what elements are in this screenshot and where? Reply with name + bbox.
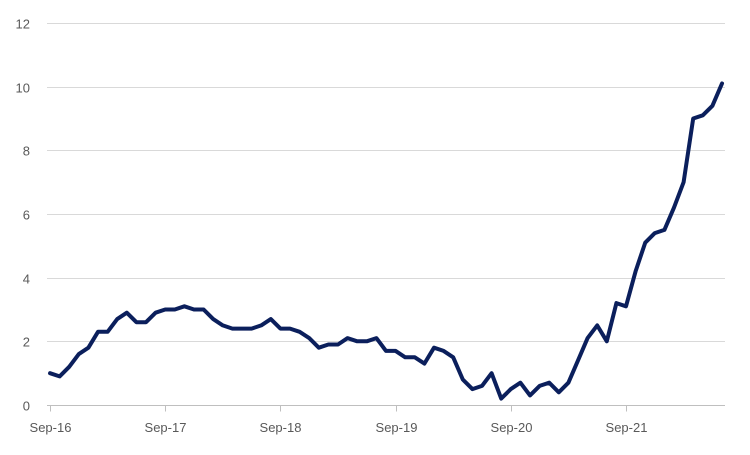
y-tick-label: 6 xyxy=(23,208,30,223)
x-tick-label: Sep-18 xyxy=(260,420,302,435)
y-tick-label: 0 xyxy=(23,399,30,414)
series-line-0 xyxy=(50,84,722,399)
y-tick-label: 8 xyxy=(23,144,30,159)
series-layer xyxy=(50,83,722,398)
gridlines xyxy=(47,24,725,342)
x-tick-label: Sep-19 xyxy=(376,420,418,435)
y-tick-label: 4 xyxy=(23,272,30,287)
x-axis xyxy=(47,406,725,412)
y-tick-label: 12 xyxy=(16,17,30,32)
x-tick-label: Sep-16 xyxy=(30,420,72,435)
x-tick-label: Sep-20 xyxy=(491,420,533,435)
y-tick-label: 10 xyxy=(16,81,30,96)
x-tick-label: Sep-17 xyxy=(145,420,187,435)
y-tick-label: 2 xyxy=(23,335,30,350)
x-axis-tick-labels: Sep-16 Sep-17 Sep-18 Sep-19 Sep-20 Sep-21 xyxy=(30,420,648,435)
x-tick-label: Sep-21 xyxy=(606,420,648,435)
y-axis-tick-labels: 0 2 4 6 8 10 12 xyxy=(16,17,30,414)
